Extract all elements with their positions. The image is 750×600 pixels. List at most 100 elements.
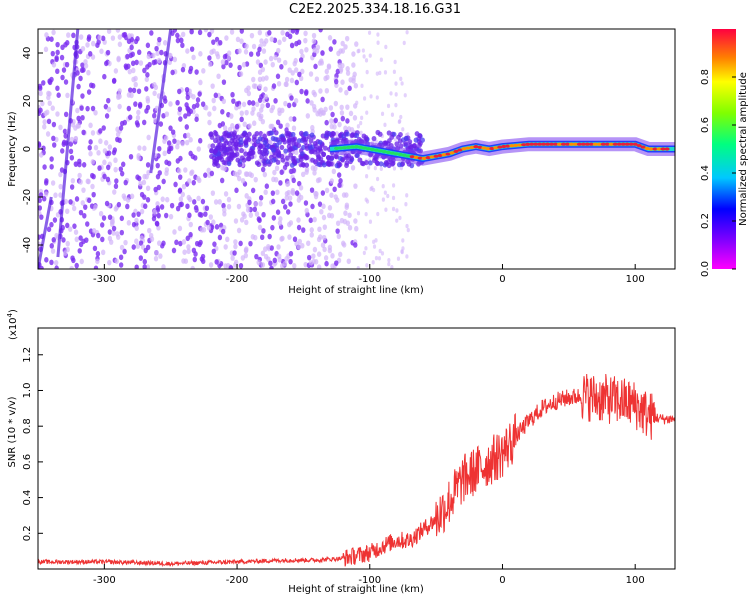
spectrogram-cell — [126, 38, 132, 45]
spectrogram-cell — [38, 152, 44, 158]
spectrogram-peak-cell — [417, 156, 423, 160]
spectrogram-cell — [38, 90, 43, 97]
spectrogram-cell — [170, 129, 176, 135]
spectrogram-cell — [58, 192, 63, 198]
spectrogram-cell — [312, 47, 317, 54]
spectrogram-cell — [214, 157, 220, 163]
spectrogram-cell — [75, 70, 80, 76]
spectrogram-cell — [364, 234, 368, 239]
spectrogram-cell — [141, 179, 147, 186]
spectrogram-cell — [272, 169, 277, 176]
spectrogram-cell — [276, 80, 282, 87]
spectrogram-cell — [185, 203, 190, 210]
spectrogram-cell — [253, 201, 259, 207]
spectrogram-cell — [278, 180, 283, 186]
spectrogram-cell — [207, 61, 213, 68]
spectrogram-cell — [398, 118, 402, 124]
spectrogram-cell — [340, 40, 345, 47]
spectrogram-cell — [83, 59, 88, 65]
spectrogram-cell — [304, 154, 310, 161]
spectrogram-cell — [156, 57, 162, 64]
spectrogram-streak — [38, 196, 53, 269]
spectrogram-cell — [104, 60, 109, 67]
spectrogram-cell — [155, 201, 160, 207]
spectrogram-cell — [329, 178, 334, 184]
spectrogram-cell — [301, 227, 306, 233]
spectrogram-cell — [297, 180, 302, 187]
spectrogram-cell — [260, 234, 265, 241]
spectrogram-peak-cell — [361, 146, 368, 150]
spectrogram-peak-cell — [513, 143, 519, 147]
spectrogram-cell — [348, 77, 353, 83]
spectrogram-cell — [401, 246, 405, 251]
spectrogram-cell — [210, 143, 216, 149]
spectrogram-cell — [405, 254, 409, 259]
spectrogram-cell — [102, 173, 107, 180]
spectrogram-cell — [284, 255, 289, 262]
spectrogram-cell — [334, 78, 339, 85]
spectrogram-y-tick-label: -20 — [22, 189, 33, 205]
spectrogram-cell — [365, 263, 369, 268]
spectrogram-cell — [312, 246, 318, 253]
spectrogram-peak-cell — [437, 153, 443, 158]
spectrogram-cell — [42, 119, 47, 125]
spectrogram-cell — [401, 238, 405, 243]
spectrogram-cell — [177, 188, 183, 194]
spectrogram-cell — [338, 87, 343, 93]
spectrogram-cell — [119, 215, 125, 222]
spectrogram-cell — [299, 88, 304, 95]
spectrogram-cell — [85, 42, 90, 48]
spectrogram-cell — [186, 244, 191, 250]
spectrogram-cell — [125, 197, 131, 203]
spectrogram-cell — [122, 248, 127, 255]
spectrogram-cell — [285, 209, 291, 215]
spectrogram-cell — [263, 189, 268, 196]
spectrogram-y-tick-label: 40 — [22, 47, 33, 60]
spectrogram-cell — [333, 194, 338, 200]
spectrogram-cell — [45, 109, 50, 116]
spectrogram-cell — [364, 246, 368, 251]
spectrogram-cell — [250, 187, 256, 194]
spectrogram-cell — [329, 118, 334, 124]
spectrogram-cell — [221, 79, 227, 85]
snr-series-line — [38, 373, 675, 568]
spectrogram-cell — [100, 236, 105, 243]
spectrogram-cell — [42, 124, 47, 130]
spectrogram-cell — [215, 53, 221, 60]
spectrogram-cell — [308, 217, 313, 224]
spectrogram-cell — [42, 195, 47, 202]
colorbar-label: Normalized spectral amplitude — [738, 72, 749, 226]
spectrogram-cell — [198, 50, 203, 57]
spectrogram-cell — [380, 251, 385, 256]
spectrogram-cell — [49, 36, 54, 42]
spectrogram-cell — [238, 139, 244, 146]
spectrogram-cell — [331, 131, 336, 137]
spectrogram-cell — [129, 193, 135, 200]
spectrogram-cell — [268, 260, 273, 267]
spectrogram-cell — [178, 116, 183, 122]
spectrogram-peak-cell — [628, 142, 634, 146]
spectrogram-cell — [329, 123, 334, 130]
spectrogram-cell — [356, 124, 360, 129]
spectrogram-cell — [221, 98, 227, 105]
spectrogram-cell — [251, 83, 257, 89]
spectrogram-cell — [250, 110, 255, 116]
spectrogram-cell — [123, 239, 128, 246]
spectrogram-y-tick-label: 0 — [22, 146, 33, 152]
spectrogram-y-label: Frequency (Hz) — [7, 111, 18, 187]
spectrogram-peak-cell — [389, 151, 395, 155]
spectrogram-cell — [46, 90, 51, 97]
spectrogram-peak-cell — [556, 142, 563, 146]
spectrogram-cell — [344, 204, 349, 211]
spectrogram-cell — [308, 71, 314, 77]
spectrogram-cell — [362, 96, 367, 101]
spectrogram-cell — [316, 264, 322, 269]
spectrogram-cell — [249, 172, 254, 179]
spectrogram-cell — [257, 83, 263, 90]
spectrogram-cell — [243, 49, 249, 55]
spectrogram-cell — [203, 211, 208, 217]
spectrogram-cell — [345, 104, 350, 110]
spectrogram-cell — [270, 147, 276, 153]
spectrogram-peak-cell — [552, 142, 559, 146]
spectrogram-cell — [160, 196, 165, 202]
